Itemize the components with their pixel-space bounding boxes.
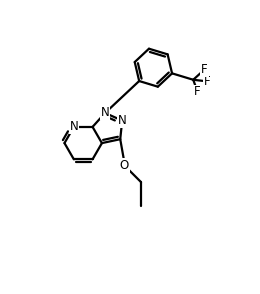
Text: O: O: [120, 159, 129, 172]
Text: N: N: [118, 114, 127, 127]
Text: N: N: [101, 106, 109, 119]
Text: F: F: [194, 86, 201, 98]
Text: F: F: [204, 75, 211, 88]
Text: N: N: [69, 120, 78, 133]
Text: F: F: [201, 63, 208, 76]
